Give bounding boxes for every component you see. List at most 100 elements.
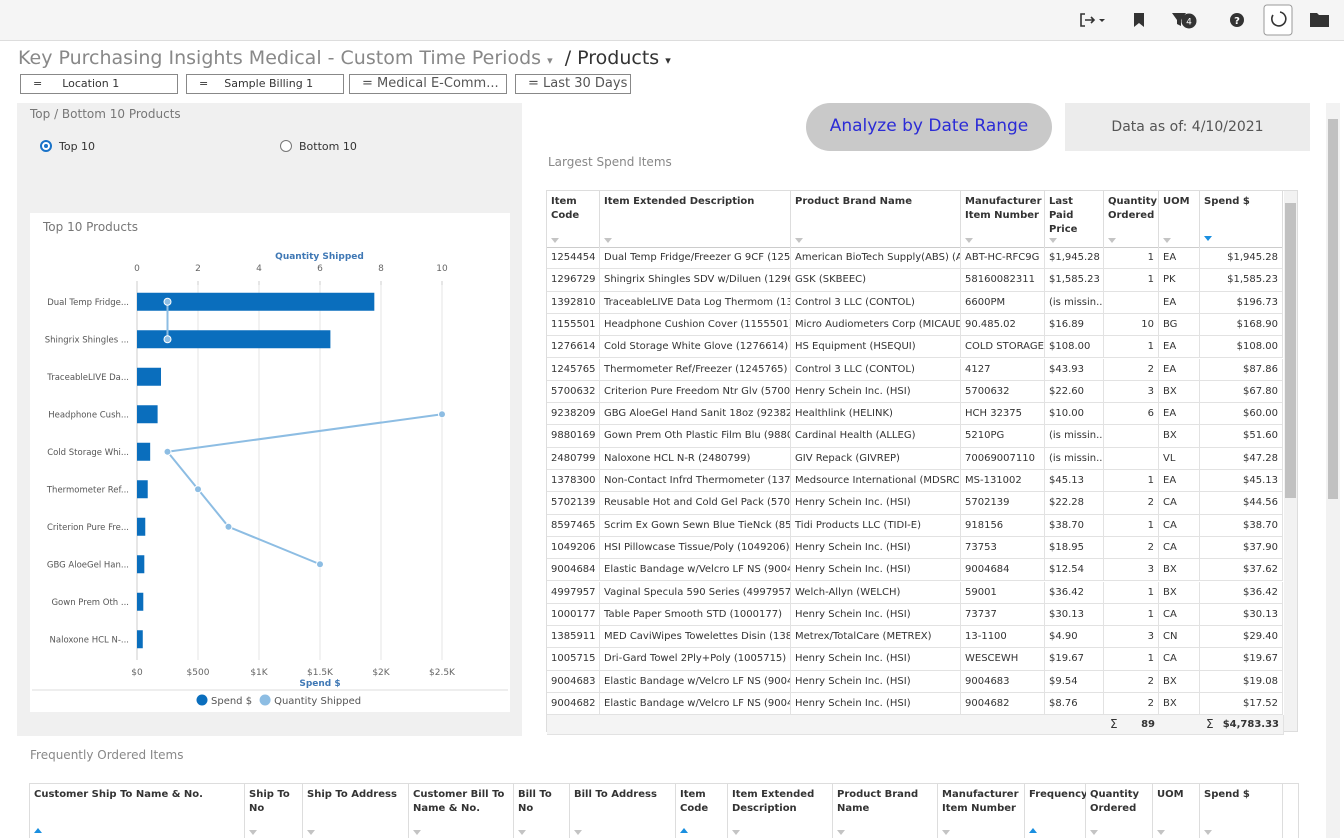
table-cell: CA (1159, 514, 1200, 537)
scrollbar[interactable] (1284, 191, 1297, 731)
radio[interactable] (280, 140, 292, 152)
table-cell (1104, 447, 1159, 470)
table-cell: EA (1159, 247, 1200, 270)
help-icon[interactable] (1230, 13, 1244, 27)
table-cell: COLD STORAGE (961, 336, 1045, 359)
breadcrumb: Key Purchasing Insights Medical - Custom… (18, 47, 671, 69)
table-cell: Dri-Gard Towel 2Ply+Poly (1005715) (600, 648, 791, 671)
column-header[interactable]: Product Brand Name (791, 191, 961, 248)
table-cell: 1 (1104, 581, 1159, 604)
column-header[interactable]: Quantity Ordered (1086, 784, 1153, 838)
filter-value: Location 1 (62, 77, 120, 90)
filter-chip[interactable]: = Last 30 Days (515, 74, 631, 94)
table-cell: 5700632 (547, 380, 600, 404)
bar (137, 480, 148, 499)
table-cell: Naloxone HCL N-R (2480799) (600, 447, 791, 470)
report-name[interactable]: Key Purchasing Insights Medical - Custom… (18, 47, 542, 69)
x-tick-label: $1.5K (307, 668, 334, 678)
table-cell: GBG AloeGel Hand Sanit 18oz (9238209) (600, 403, 791, 426)
table-cell: $8.76 (1045, 693, 1104, 716)
table-cell: BX (1159, 581, 1200, 604)
column-header[interactable]: Ship To Address (303, 784, 409, 838)
table-cell: Cardinal Health (ALLEG) (791, 425, 961, 448)
filter-chip[interactable]: = Location 1 (20, 74, 178, 94)
table-cell: $45.13 (1045, 470, 1104, 493)
table-cell: $9.54 (1045, 670, 1104, 693)
table-cell: 2 (1104, 492, 1159, 515)
table-cell: GSK (SKBEEC) (791, 269, 961, 292)
table-cell: $30.13 (1045, 603, 1104, 627)
analyze-button[interactable]: Analyze by Date Range (806, 103, 1052, 151)
toolbar-icons: 4 ? (1080, 4, 1329, 36)
table-cell: (is missin... (1045, 425, 1104, 448)
column-header[interactable]: Spend $ (1200, 191, 1283, 248)
section-title: Largest Spend Items (548, 155, 672, 169)
table-cell: 9004683 (961, 670, 1045, 693)
table-cell: EA (1159, 358, 1200, 381)
refresh-icon[interactable] (1271, 11, 1287, 27)
column-header[interactable]: Bill To No (514, 784, 570, 838)
table-cell: 2 (1104, 358, 1159, 381)
table-cell: $38.70 (1045, 514, 1104, 537)
table-cell: Vaginal Specula 590 Series (4997957) (600, 581, 791, 604)
page-name[interactable]: Products (577, 47, 660, 69)
table-cell: (is missin... (1045, 291, 1104, 314)
column-header[interactable]: Spend $ (1200, 784, 1283, 838)
table-cell: Henry Schein Inc. (HSI) (791, 648, 961, 671)
largest-spend-table: Item Code Item Extended Description Produc… (546, 190, 1298, 736)
table-cell: 13-1100 (961, 626, 1045, 649)
table-cell: Welch-Allyn (WELCH) (791, 581, 961, 604)
x2-tick-label: 0 (134, 264, 140, 274)
x2-tick-label: 10 (436, 264, 448, 274)
bookmark-icon[interactable] (1134, 13, 1144, 27)
table-cell: Henry Schein Inc. (HSI) (791, 693, 961, 716)
radio-label[interactable]: Bottom 10 (299, 140, 357, 153)
folder-icon[interactable] (1310, 13, 1329, 27)
column-header[interactable]: Ship To No (245, 784, 303, 838)
table-cell: 9004682 (547, 693, 600, 716)
filter-icon[interactable] (1172, 13, 1186, 26)
table-cell: EA (1159, 336, 1200, 359)
radio-label[interactable]: Top 10 (59, 140, 96, 153)
column-header[interactable]: Quantity Ordered (1104, 191, 1159, 248)
column-header[interactable]: Bill To Address (570, 784, 676, 838)
column-header[interactable]: Manufacturer Item Number (961, 191, 1045, 248)
sum-symbol: Σ (1206, 717, 1214, 732)
filter-operator: = (33, 77, 43, 90)
page-scrollbar[interactable] (1326, 103, 1340, 838)
column-header[interactable]: Manufacturer Item Number (938, 784, 1025, 838)
filter-chip[interactable]: = Medical E-Comm... (349, 74, 507, 94)
column-header[interactable]: Item Code (676, 784, 728, 838)
table-cell: 1254454 (547, 247, 600, 270)
table-cell: $36.42 (1045, 581, 1104, 604)
table-cell: Reusable Hot and Cold Gel Pack (5702... (600, 492, 791, 515)
table-cell: 1 (1104, 336, 1159, 359)
column-header[interactable]: Item Extended Description (600, 191, 791, 248)
legend-swatch (196, 694, 208, 706)
x-tick-label: $2.5K (429, 668, 456, 678)
column-header[interactable]: Item Code (547, 191, 600, 248)
column-header[interactable]: Last Paid Price (1045, 191, 1104, 248)
table-cell: $1,945.28 (1200, 247, 1283, 270)
breadcrumb-separator: / (564, 47, 572, 69)
table-cell: Tidi Products LLC (TIDI-E) (791, 514, 961, 537)
table-cell: Shingrix Shingles SDV w/Diluen (12967... (600, 269, 791, 292)
table-cell: 918156 (961, 514, 1045, 537)
column-header[interactable]: Customer Ship To Name & No. (30, 784, 245, 838)
table-cell: MED CaviWipes Towelettes Disin (1385... (600, 626, 791, 649)
filter-chip[interactable]: = Sample Billing 1 (186, 74, 344, 94)
column-header[interactable]: Item Extended Description (728, 784, 833, 838)
table-cell: 9004682 (961, 693, 1045, 716)
table-cell: Thermometer Ref/Freezer (1245765) (600, 358, 791, 381)
column-header[interactable]: Customer Bill To Name & No. (409, 784, 514, 838)
table-cell: Medsource International (MDSRCE) (791, 470, 961, 493)
column-header[interactable]: Frequency (1025, 784, 1088, 838)
table-cell: BX (1159, 693, 1200, 716)
column-header[interactable]: UOM (1159, 191, 1200, 248)
table-cell: WESCEWH (961, 648, 1045, 671)
column-header[interactable]: Product Brand Name (833, 784, 938, 838)
radio-selected[interactable] (40, 140, 52, 152)
column-header[interactable]: UOM (1153, 784, 1200, 838)
table-cell: $10.00 (1045, 403, 1104, 426)
